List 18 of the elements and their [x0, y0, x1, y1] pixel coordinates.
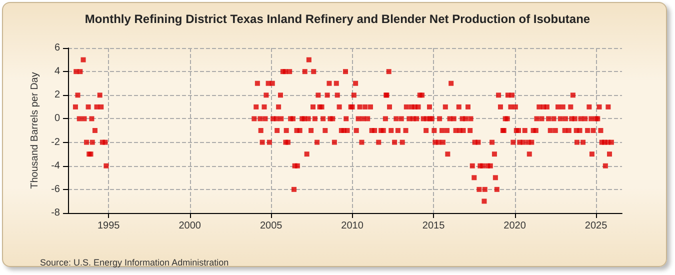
- y-axis-title: Thousand Barrels per Day: [30, 72, 40, 189]
- x-tick-label: 1995: [97, 220, 120, 232]
- x-tick-label: 2015: [422, 220, 446, 232]
- x-tick-label: 2005: [260, 220, 283, 232]
- y-tick-label: 6: [54, 42, 60, 54]
- y-tick-label: -8: [51, 208, 60, 218]
- y-tick-label: -4: [51, 160, 60, 172]
- source-note: Source: U.S. Energy Information Administration: [40, 258, 229, 268]
- chart-title: Monthly Refining District Texas Inland Refinery and Blender Net Production of Isobutane: [84, 12, 590, 26]
- y-tick-label: 2: [54, 90, 60, 101]
- y-tick-label: -6: [51, 184, 60, 195]
- x-tick-label: 2020: [504, 220, 526, 232]
- y-tick-label: 0: [54, 113, 60, 124]
- x-tick-label: 2025: [584, 220, 608, 232]
- x-tick-label: 2010: [341, 220, 364, 232]
- x-tick-label: 2000: [178, 220, 202, 232]
- y-tick-label: -2: [51, 136, 60, 148]
- y-tick-label: 4: [54, 66, 60, 78]
